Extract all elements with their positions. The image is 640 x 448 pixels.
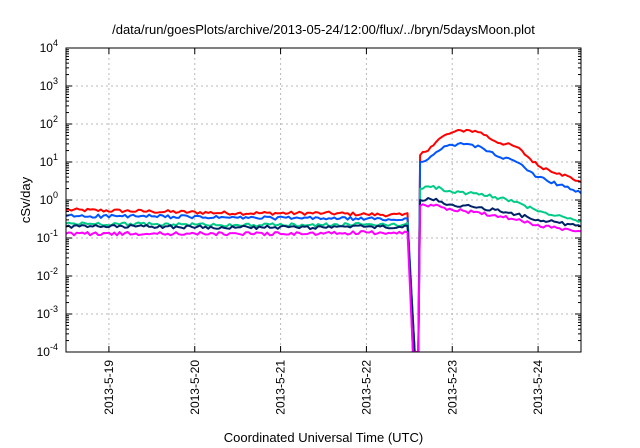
y-tick-label: 10-3 bbox=[37, 304, 58, 321]
y-tick-label: 101 bbox=[40, 152, 58, 169]
y-tick-label: 10-4 bbox=[37, 342, 58, 359]
series-group bbox=[66, 128, 581, 352]
ticks bbox=[66, 47, 581, 353]
y-tick-label: 10-2 bbox=[37, 266, 58, 283]
plot-frame bbox=[65, 47, 582, 353]
x-tick-label: 2013-5-24 bbox=[531, 360, 545, 415]
grid bbox=[66, 48, 581, 352]
series-line-1 bbox=[66, 128, 581, 352]
series-line-3 bbox=[66, 184, 581, 352]
y-tick-label: 10-1 bbox=[37, 228, 58, 245]
x-tick-label: 2013-5-19 bbox=[102, 360, 116, 415]
x-tick-label: 2013-5-21 bbox=[274, 360, 288, 415]
y-tick-label: 103 bbox=[40, 76, 58, 93]
x-tick-labels: 2013-5-19 2013-5-20 2013-5-21 2013-5-22 2013… bbox=[102, 360, 545, 415]
x-tick-label: 2013-5-20 bbox=[188, 360, 202, 415]
series-line-2 bbox=[66, 142, 581, 352]
x-tick-label: 2013-5-22 bbox=[359, 360, 373, 415]
series-line-4 bbox=[66, 197, 581, 352]
x-tick-label: 2013-5-23 bbox=[445, 360, 459, 415]
series-line-5 bbox=[66, 203, 581, 352]
y-axis-title: cSv/day bbox=[18, 176, 33, 223]
y-tick-label: 100 bbox=[40, 190, 58, 207]
y-tick-labels: 10-4 10-3 10-2 10-1 100 101 102 103 104 bbox=[37, 38, 58, 359]
y-tick-label: 102 bbox=[40, 114, 58, 131]
y-tick-label: 104 bbox=[40, 38, 58, 55]
x-axis-title: Coordinated Universal Time (UTC) bbox=[224, 430, 423, 445]
chart-title: /data/run/goesPlots/archive/2013-05-24/1… bbox=[112, 22, 535, 37]
